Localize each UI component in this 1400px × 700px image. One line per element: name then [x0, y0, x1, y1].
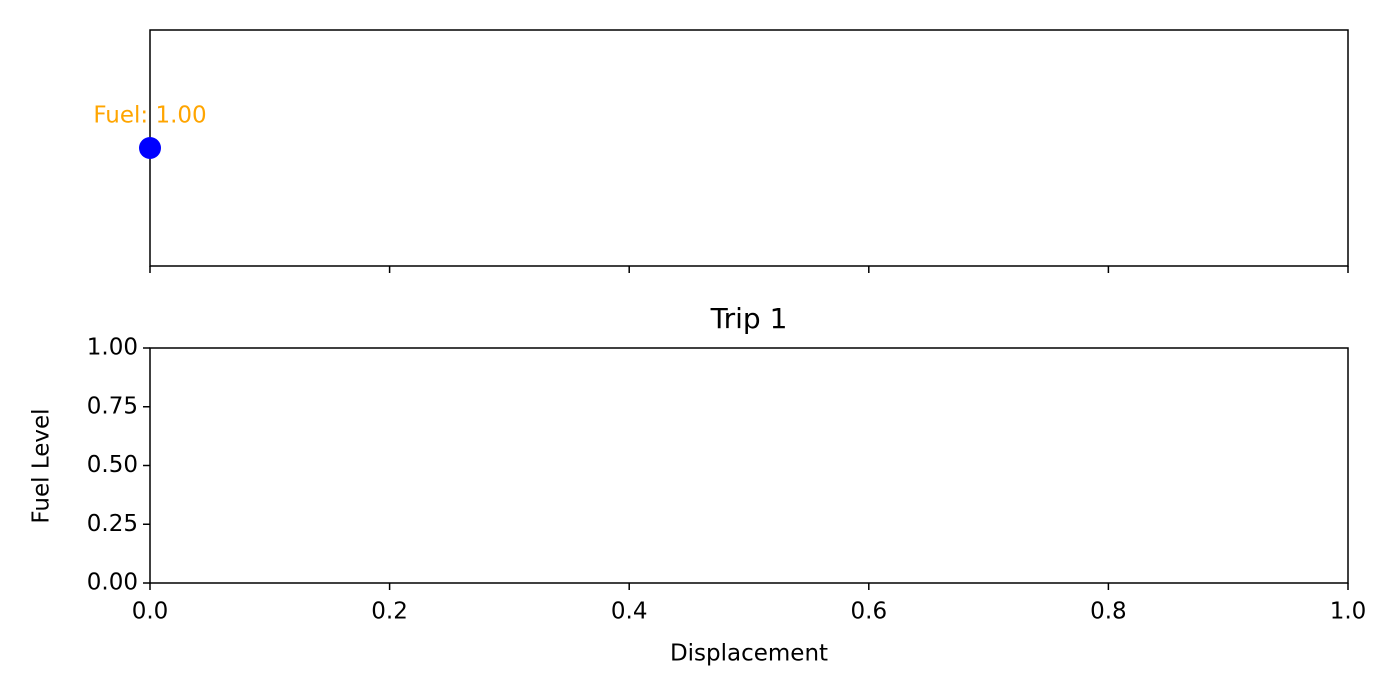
x-tick-label: 0.2 — [371, 599, 408, 625]
scatter-point — [139, 137, 161, 159]
y-tick-label: 0.25 — [87, 511, 138, 537]
y-tick-label: 0.50 — [87, 452, 138, 478]
bottom-axes-frame — [149, 347, 1349, 584]
x-tick-label: 0.6 — [851, 599, 888, 625]
y-tick-label: 1.00 — [87, 335, 138, 361]
x-tick-label: 1.0 — [1330, 599, 1367, 625]
x-tick-label: 0.8 — [1090, 599, 1127, 625]
x-axis-label: Displacement — [670, 641, 828, 667]
y-tick-label: 0.75 — [87, 393, 138, 419]
chart-title: Trip 1 — [710, 302, 788, 335]
x-tick-label: 0.0 — [132, 599, 169, 625]
y-axis-label: Fuel Level — [29, 408, 55, 523]
x-tick-label: 0.4 — [611, 599, 648, 625]
y-tick-label: 0.00 — [87, 570, 138, 596]
top-axes-frame — [149, 29, 1349, 267]
annotation: Fuel: 1.00 — [93, 103, 206, 129]
